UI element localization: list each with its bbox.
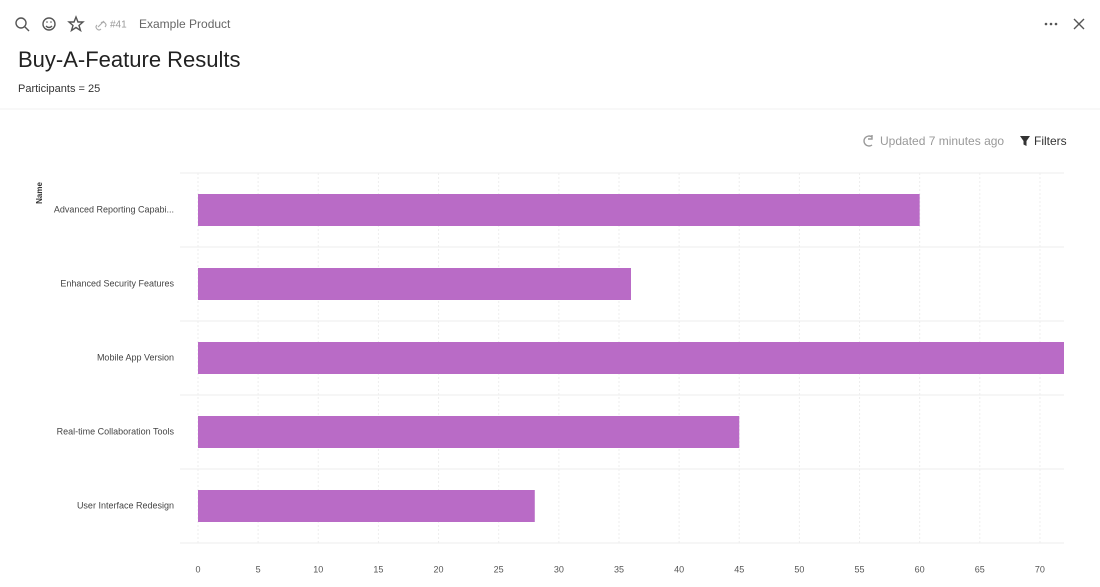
y-tick-label: Real-time Collaboration Tools — [57, 426, 175, 436]
link-icon — [95, 20, 107, 31]
search-icon[interactable] — [15, 17, 30, 32]
subtitle: Participants = 25 — [18, 83, 100, 95]
refresh-icon[interactable] — [863, 135, 873, 147]
filter-icon[interactable] — [1020, 136, 1030, 146]
x-tick-label: 25 — [494, 564, 504, 574]
y-axis-title: Name — [35, 182, 44, 204]
updated-text: Updated 7 minutes ago — [880, 134, 1004, 148]
x-tick-label: 40 — [674, 564, 684, 574]
bar — [198, 490, 535, 522]
x-tick-label: 70 — [1035, 564, 1045, 574]
y-tick-label: Advanced Reporting Capabi... — [54, 204, 174, 214]
x-tick-label: 45 — [734, 564, 744, 574]
y-tick-label: Enhanced Security Features — [60, 278, 174, 288]
x-tick-label: 15 — [373, 564, 383, 574]
filters-button[interactable]: Filters — [1034, 134, 1067, 148]
x-tick-label: 10 — [313, 564, 323, 574]
x-tick-label: 65 — [975, 564, 985, 574]
star-icon[interactable] — [67, 15, 85, 33]
y-tick-label: User Interface Redesign — [77, 500, 174, 510]
product-name[interactable]: Example Product — [139, 17, 231, 31]
bar — [198, 268, 631, 300]
x-tick-label: 5 — [256, 564, 261, 574]
page-title: Buy-A-Feature Results — [18, 47, 241, 72]
x-tick-label: 35 — [614, 564, 624, 574]
y-tick-label: Mobile App Version — [97, 352, 174, 362]
more-icon[interactable] — [1044, 22, 1058, 26]
emoji-icon[interactable] — [42, 17, 56, 31]
bar — [198, 416, 740, 448]
close-icon[interactable] — [1073, 18, 1085, 30]
x-tick-label: 30 — [554, 564, 564, 574]
bar — [198, 194, 920, 226]
x-tick-label: 55 — [855, 564, 865, 574]
x-tick-label: 20 — [434, 564, 444, 574]
bar — [198, 342, 1064, 374]
x-tick-label: 0 — [195, 564, 200, 574]
x-tick-label: 60 — [915, 564, 925, 574]
x-tick-label: 50 — [794, 564, 804, 574]
item-ref[interactable]: #41 — [110, 20, 127, 31]
